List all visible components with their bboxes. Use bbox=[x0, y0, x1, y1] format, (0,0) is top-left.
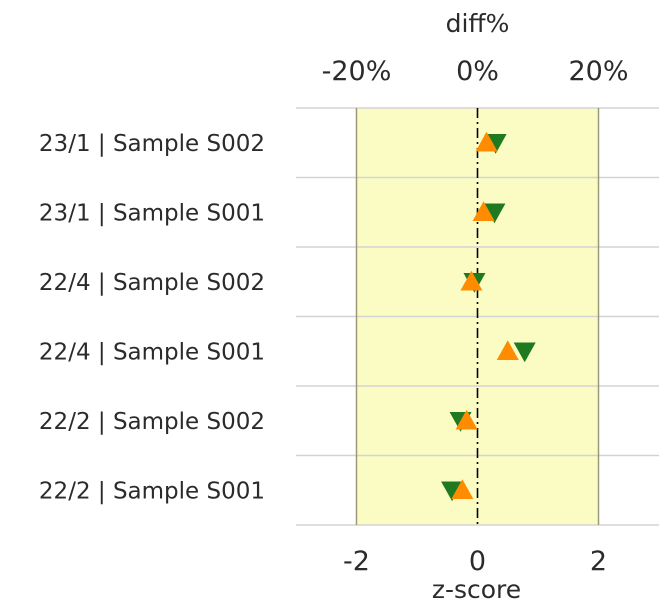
top-axis-tick-label: -20% bbox=[322, 56, 392, 87]
top-axis-title: diff% bbox=[446, 9, 510, 38]
marker-up-point bbox=[451, 479, 474, 500]
marker-down-point bbox=[513, 342, 536, 363]
marker-down-point bbox=[483, 203, 506, 224]
marker-down-point bbox=[441, 481, 464, 502]
category-label: 22/2 | Sample S001 bbox=[39, 478, 265, 504]
bottom-axis-tick-label: 2 bbox=[590, 546, 607, 577]
marker-up-point bbox=[496, 340, 519, 361]
category-label: 23/1 | Sample S002 bbox=[39, 131, 265, 157]
marker-up-point bbox=[475, 131, 498, 152]
bottom-axis-title: z-score bbox=[432, 575, 521, 604]
bottom-axis-tick-label: -2 bbox=[343, 546, 370, 577]
marker-up-point bbox=[455, 409, 478, 430]
top-axis-tick-label: 0% bbox=[456, 56, 499, 87]
marker-up-point bbox=[472, 201, 495, 222]
category-label: 22/4 | Sample S002 bbox=[39, 270, 265, 296]
bottom-axis-tick-label: 0 bbox=[469, 546, 486, 577]
top-axis-tick-label: 20% bbox=[568, 56, 628, 87]
marker-up-point bbox=[460, 270, 483, 291]
category-label: 22/4 | Sample S001 bbox=[39, 339, 265, 365]
category-label: 23/1 | Sample S001 bbox=[39, 200, 265, 226]
category-label: 22/2 | Sample S002 bbox=[39, 409, 265, 435]
